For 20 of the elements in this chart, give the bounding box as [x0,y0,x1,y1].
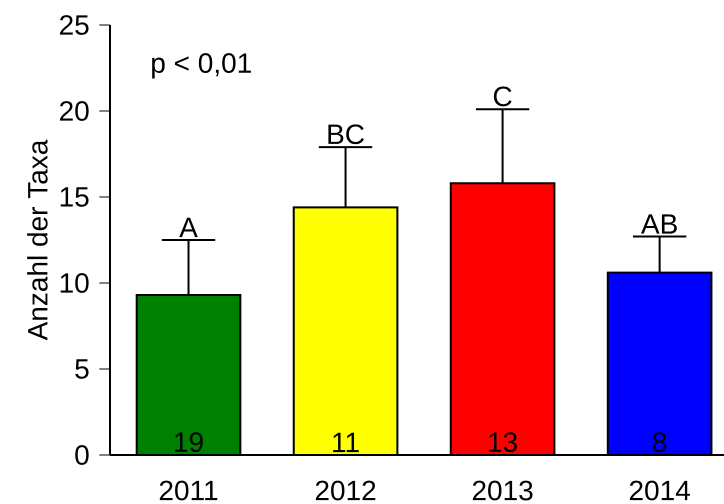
y-tick-label: 10 [60,273,89,293]
x-tick-label: 2012 [316,480,376,500]
annotation: A [179,218,198,238]
annotation: 11 [333,432,359,452]
annotation: AB [641,214,677,234]
annotation: 19 [175,432,203,452]
annotation: C [494,86,512,106]
y-tick-label: 5 [75,359,89,379]
y-tick-label: 20 [60,101,89,121]
y-tick-label: 0 [75,445,89,465]
annotation: p < 0,01 [152,53,251,79]
annotation: 8 [653,432,666,452]
x-tick-label: 2014 [630,480,690,500]
annotation: BC [328,124,364,144]
y-tick-label: 15 [60,187,89,207]
x-tick-label: 2011 [160,480,218,500]
y-axis-title: Anzahl der Taxa [27,140,48,340]
y-tick-label: 25 [60,15,89,35]
x-tick-label: 2013 [472,480,532,500]
annotation: 13 [489,432,517,452]
